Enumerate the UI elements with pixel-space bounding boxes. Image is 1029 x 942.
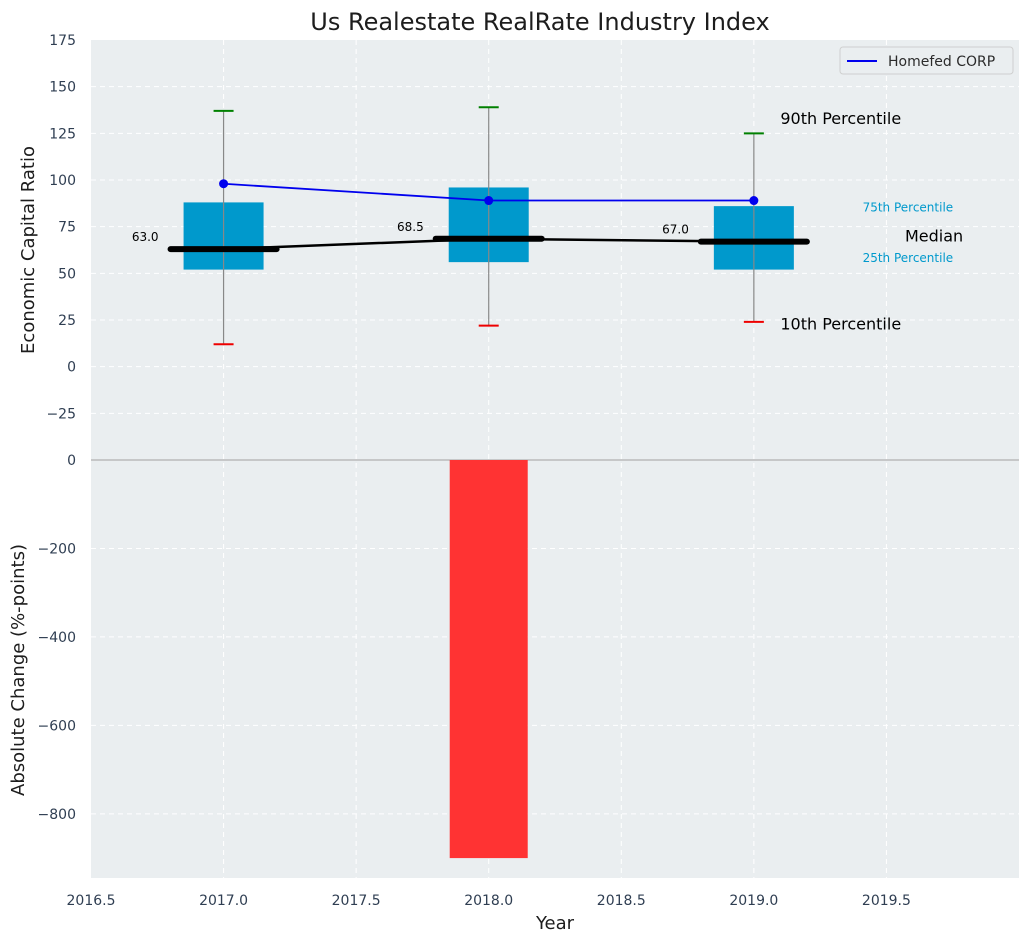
median-value-label: 67.0	[662, 223, 689, 237]
bottom-y-tick-label: −800	[38, 807, 76, 823]
top-y-tick-label: 25	[58, 313, 76, 329]
ticks-layer: 175 150 125 100 75 50 25 0 −25 −200 −400 −600 −800 0 2…	[38, 33, 911, 909]
x-axis-title: Year	[535, 913, 575, 934]
median-value-label: 68.5	[397, 220, 424, 234]
percentile-annotation: 90th Percentile	[780, 109, 901, 128]
x-tick-label: 2017.5	[332, 893, 381, 909]
median-trend-line	[223, 237, 754, 251]
percentile-annotation: 25th Percentile	[863, 251, 954, 265]
legend: Homefed CORP	[839, 46, 1014, 75]
top-y-tick-label: 175	[49, 33, 76, 49]
top-y-tick-label: 0	[67, 360, 76, 376]
bottom-plot-area	[91, 460, 1019, 878]
series-point	[484, 196, 494, 206]
x-tick-label: 2019.0	[729, 893, 778, 909]
bottom-y-axis-title: Absolute Change (%-points)	[8, 544, 29, 796]
series-point	[219, 179, 229, 189]
top-y-tick-label: 150	[49, 80, 76, 96]
legend-frame	[839, 46, 1014, 75]
percentile-annotation: 75th Percentile	[863, 201, 954, 215]
x-tick-label: 2016.5	[67, 893, 116, 909]
labels-layer: 63.0 68.5 67.0 90th Percentile 75th Percenti…	[132, 109, 963, 333]
percentile-annotation: 10th Percentile	[780, 314, 901, 333]
top-y-tick-label: 100	[49, 173, 76, 189]
top-y-axis-title: Economic Capital Ratio	[18, 146, 39, 354]
top-y-tick-label: −25	[46, 406, 76, 422]
bottom-y-tick-label: −400	[38, 630, 76, 646]
chart-title: Us Realestate RealRate Industry Index	[310, 8, 769, 36]
x-tick-label: 2018.5	[597, 893, 646, 909]
x-tick-label: 2018.0	[464, 893, 513, 909]
series-point	[749, 196, 759, 206]
x-tick-label: 2017.0	[199, 893, 248, 909]
top-y-tick-label: 125	[49, 126, 76, 142]
bottom-y-tick-label: −200	[38, 541, 76, 557]
legend-label: Homefed CORP	[888, 54, 995, 70]
median-value-label: 63.0	[132, 230, 159, 244]
bottom-y-tick-label: −600	[38, 718, 76, 734]
series-layer	[219, 179, 759, 206]
top-y-tick-label: 75	[58, 220, 76, 236]
x-tick-label: 2019.5	[862, 893, 911, 909]
change-bar	[449, 460, 528, 859]
percentile-annotation: Median	[905, 227, 963, 246]
grid-layer	[91, 40, 1019, 878]
top-y-tick-label: 50	[58, 266, 76, 282]
zero-tick-label: 0	[67, 453, 76, 469]
bars-layer	[449, 460, 528, 859]
